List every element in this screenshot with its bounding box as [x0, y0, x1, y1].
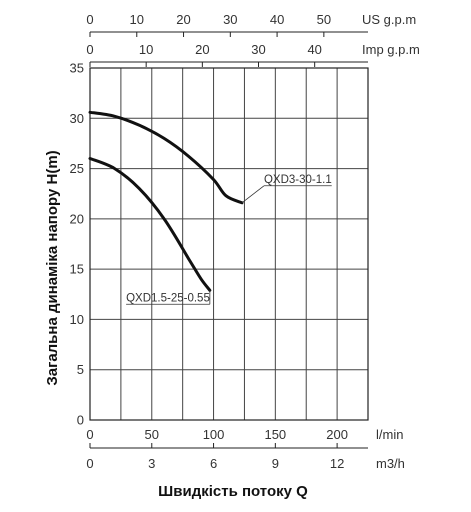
imp-gpm-unit-label: Imp g.p.m: [362, 42, 420, 57]
m3h-tick-label: 3: [148, 456, 155, 471]
x-axis-title: Швидкість потоку Q: [158, 483, 308, 500]
m3h-tick-label: 9: [272, 456, 279, 471]
y-tick-label: 30: [70, 111, 84, 126]
imp-gpm-tick-label: 40: [307, 42, 321, 57]
lmin-tick-label: 150: [264, 427, 286, 442]
y-axis-title: Загальна динаміка напору H(m): [44, 150, 61, 385]
us-gpm-tick-label: 40: [270, 12, 284, 27]
lmin-tick-label: 50: [145, 427, 159, 442]
top-axes: 0 10 20 30 40 50 0 10 20 30 40: [86, 12, 368, 67]
bottom-axes: 0 50 100 150 200 0 3 6 9 12: [86, 427, 368, 471]
lmin-tick-label: 0: [86, 427, 93, 442]
series-label-0: QXD3-30-1.1: [264, 174, 332, 186]
us-gpm-tick-label: 50: [317, 12, 331, 27]
y-axis: 0 5 10 15 20 25 30 35: [70, 61, 84, 428]
y-tick-label: 0: [77, 413, 84, 428]
us-gpm-tick-label: 10: [130, 12, 144, 27]
lmin-unit-label: l/min: [376, 427, 403, 442]
us-gpm-tick-label: 20: [176, 12, 190, 27]
y-tick-label: 35: [70, 61, 84, 76]
us-gpm-tick-label: 30: [223, 12, 237, 27]
y-tick-label: 10: [70, 312, 84, 327]
y-tick-label: 5: [77, 362, 84, 377]
series-curve-0: [88, 110, 244, 205]
series-label-1: QXD1.5-25-0.55: [126, 292, 210, 304]
imp-gpm-tick-label: 0: [86, 42, 93, 57]
imp-gpm-tick-label: 30: [251, 42, 265, 57]
y-tick-label: 25: [70, 161, 84, 176]
series-curves: QXD3-30-1.1 QXD1.5-25-0.55: [88, 110, 332, 305]
lmin-tick-label: 100: [203, 427, 225, 442]
m3h-tick-label: 0: [86, 456, 93, 471]
series-label-leader-0: [241, 185, 265, 204]
m3h-unit-label: m3/h: [376, 456, 405, 471]
y-tick-label: 20: [70, 211, 84, 226]
imp-gpm-tick-label: 10: [139, 42, 153, 57]
us-gpm-unit-label: US g.p.m: [362, 12, 416, 27]
y-tick-label: 15: [70, 262, 84, 277]
m3h-tick-label: 12: [330, 456, 344, 471]
lmin-tick-label: 200: [326, 427, 348, 442]
m3h-tick-label: 6: [210, 456, 217, 471]
plot-border: [89, 67, 369, 421]
plot-frame: [89, 67, 369, 421]
grid: [90, 68, 368, 420]
series-curve-1: [88, 157, 212, 292]
us-gpm-tick-label: 0: [86, 12, 93, 27]
imp-gpm-tick-label: 20: [195, 42, 209, 57]
